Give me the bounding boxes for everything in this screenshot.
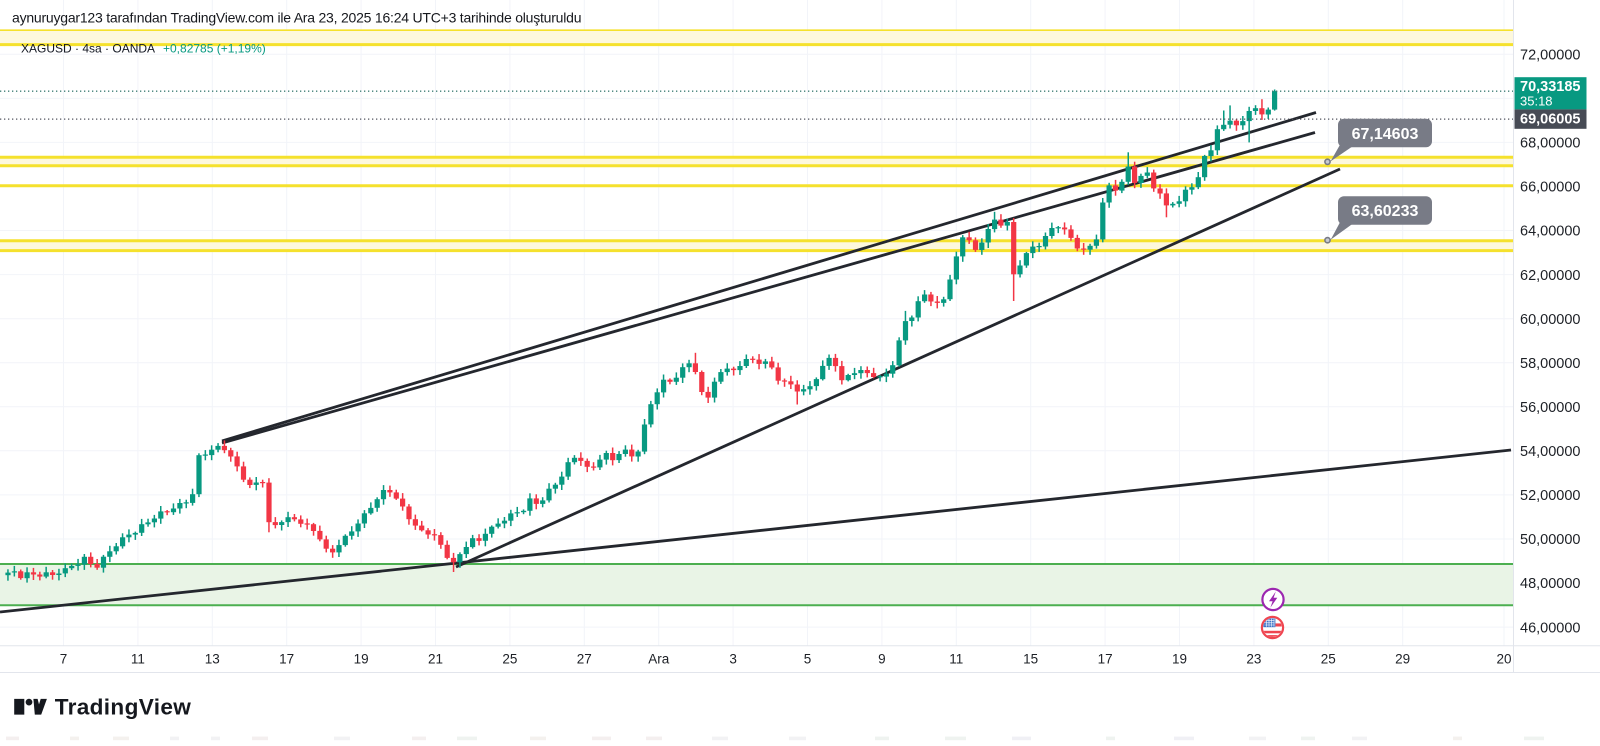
svg-text:63,60233: 63,60233 — [1352, 203, 1419, 220]
svg-text:19: 19 — [354, 652, 369, 667]
svg-text:52,00000: 52,00000 — [1520, 488, 1580, 504]
svg-text:9: 9 — [878, 652, 886, 667]
svg-text:15: 15 — [1023, 652, 1038, 667]
svg-text:25: 25 — [502, 652, 517, 667]
svg-text:56,00000: 56,00000 — [1520, 400, 1580, 416]
svg-text:54,00000: 54,00000 — [1520, 444, 1580, 460]
svg-text:67,14603: 67,14603 — [1352, 126, 1419, 143]
svg-text:11: 11 — [949, 652, 963, 667]
svg-text:25: 25 — [1321, 652, 1336, 667]
svg-text:Ara: Ara — [648, 652, 670, 667]
svg-text:21: 21 — [428, 652, 443, 667]
svg-text:17: 17 — [1098, 652, 1113, 667]
svg-text:TradingView: TradingView — [55, 695, 192, 720]
svg-text:70,33185: 70,33185 — [1520, 79, 1580, 95]
svg-text:+0,82785 (+1,19%): +0,82785 (+1,19%) — [163, 42, 266, 56]
svg-text:48,00000: 48,00000 — [1520, 576, 1580, 592]
svg-text:23: 23 — [1246, 652, 1261, 667]
svg-text:46,00000: 46,00000 — [1520, 620, 1580, 636]
svg-text:20: 20 — [1496, 652, 1511, 667]
svg-text:29: 29 — [1395, 652, 1410, 667]
svg-text:17: 17 — [279, 652, 294, 667]
svg-text:72,00000: 72,00000 — [1520, 48, 1580, 64]
svg-text:50,00000: 50,00000 — [1520, 532, 1580, 548]
svg-text:68,00000: 68,00000 — [1520, 136, 1580, 152]
svg-text:aynuruygar123 tarafından Tradi: aynuruygar123 tarafından TradingView.com… — [12, 10, 581, 26]
svg-text:58,00000: 58,00000 — [1520, 356, 1580, 372]
svg-text:62,00000: 62,00000 — [1520, 268, 1580, 284]
svg-text:13: 13 — [205, 652, 220, 667]
svg-text:3: 3 — [729, 652, 737, 667]
svg-text:64,00000: 64,00000 — [1520, 224, 1580, 240]
svg-text:69,06005: 69,06005 — [1520, 111, 1580, 127]
svg-text:5: 5 — [804, 652, 812, 667]
svg-text:19: 19 — [1172, 652, 1187, 667]
svg-text:60,00000: 60,00000 — [1520, 312, 1580, 328]
svg-text:XAGUSD · 4sa · OANDA: XAGUSD · 4sa · OANDA — [21, 42, 155, 56]
svg-text:27: 27 — [577, 652, 592, 667]
svg-text:7: 7 — [60, 652, 68, 667]
svg-text:11: 11 — [131, 652, 145, 667]
svg-text:35:18: 35:18 — [1520, 93, 1553, 108]
svg-text:66,00000: 66,00000 — [1520, 180, 1580, 196]
